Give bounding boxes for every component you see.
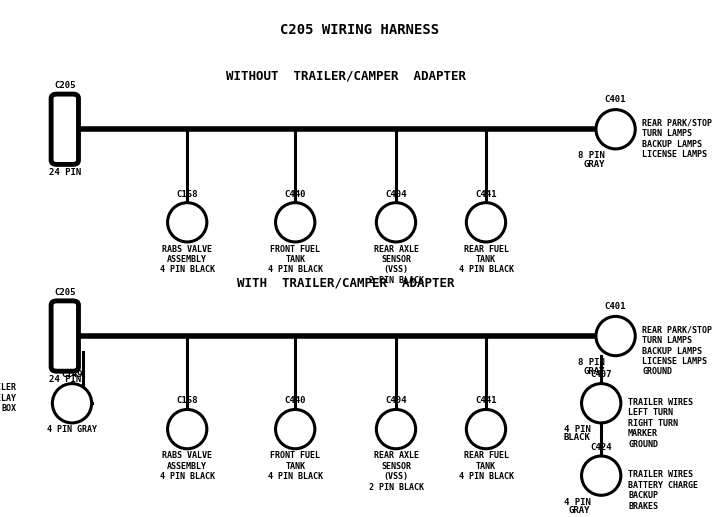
FancyBboxPatch shape (51, 301, 78, 371)
Text: WITH  TRAILER/CAMPER  ADAPTER: WITH TRAILER/CAMPER ADAPTER (237, 277, 454, 290)
Text: TRAILER
RELAY
BOX: TRAILER RELAY BOX (0, 383, 17, 413)
Text: FRONT FUEL
TANK
4 PIN BLACK: FRONT FUEL TANK 4 PIN BLACK (268, 451, 323, 481)
Text: C440: C440 (284, 397, 306, 405)
Ellipse shape (467, 203, 505, 242)
Text: FRONT FUEL
TANK
4 PIN BLACK: FRONT FUEL TANK 4 PIN BLACK (268, 245, 323, 275)
Ellipse shape (377, 409, 415, 449)
Text: 4 PIN: 4 PIN (564, 425, 590, 434)
Text: REAR PARK/STOP
TURN LAMPS
BACKUP LAMPS
LICENSE LAMPS
GROUND: REAR PARK/STOP TURN LAMPS BACKUP LAMPS L… (642, 326, 713, 376)
Text: C407: C407 (590, 371, 612, 379)
Text: 24 PIN: 24 PIN (49, 168, 81, 177)
Text: GRAY: GRAY (583, 160, 605, 169)
Ellipse shape (276, 203, 315, 242)
Text: GRAY: GRAY (569, 506, 590, 514)
Ellipse shape (168, 203, 207, 242)
Text: REAR PARK/STOP
TURN LAMPS
BACKUP LAMPS
LICENSE LAMPS: REAR PARK/STOP TURN LAMPS BACKUP LAMPS L… (642, 119, 713, 159)
Text: 4 PIN: 4 PIN (564, 498, 590, 507)
Text: C440: C440 (284, 190, 306, 199)
Ellipse shape (596, 316, 635, 356)
Ellipse shape (276, 409, 315, 449)
FancyBboxPatch shape (51, 94, 78, 164)
Text: GRAY: GRAY (583, 367, 605, 376)
Text: BLACK: BLACK (564, 433, 590, 442)
Text: C441: C441 (475, 397, 497, 405)
Text: 8 PIN: 8 PIN (578, 358, 605, 367)
Text: C441: C441 (475, 190, 497, 199)
Text: RABS VALVE
ASSEMBLY
4 PIN BLACK: RABS VALVE ASSEMBLY 4 PIN BLACK (160, 451, 215, 481)
Text: C401: C401 (605, 302, 626, 311)
Text: C205 WIRING HARNESS: C205 WIRING HARNESS (280, 23, 440, 37)
Text: REAR FUEL
TANK
4 PIN BLACK: REAR FUEL TANK 4 PIN BLACK (459, 451, 513, 481)
Ellipse shape (377, 203, 415, 242)
Ellipse shape (596, 110, 635, 149)
Text: RABS VALVE
ASSEMBLY
4 PIN BLACK: RABS VALVE ASSEMBLY 4 PIN BLACK (160, 245, 215, 275)
Text: C158: C158 (176, 190, 198, 199)
Text: C158: C158 (176, 397, 198, 405)
Text: C205: C205 (54, 82, 76, 90)
Text: 24 PIN: 24 PIN (49, 375, 81, 384)
Text: C404: C404 (385, 397, 407, 405)
Text: REAR AXLE
SENSOR
(VSS)
2 PIN BLACK: REAR AXLE SENSOR (VSS) 2 PIN BLACK (369, 451, 423, 492)
Text: C205: C205 (54, 288, 76, 297)
Text: TRAILER WIRES
LEFT TURN
RIGHT TURN
MARKER
GROUND: TRAILER WIRES LEFT TURN RIGHT TURN MARKE… (628, 398, 693, 449)
Text: TRAILER WIRES
BATTERY CHARGE
BACKUP
BRAKES: TRAILER WIRES BATTERY CHARGE BACKUP BRAK… (628, 470, 698, 511)
Text: 4 PIN GRAY: 4 PIN GRAY (47, 425, 97, 434)
Ellipse shape (53, 384, 91, 423)
Text: C401: C401 (605, 96, 626, 104)
Text: REAR FUEL
TANK
4 PIN BLACK: REAR FUEL TANK 4 PIN BLACK (459, 245, 513, 275)
Text: REAR AXLE
SENSOR
(VSS)
2 PIN BLACK: REAR AXLE SENSOR (VSS) 2 PIN BLACK (369, 245, 423, 285)
Ellipse shape (582, 384, 621, 423)
Ellipse shape (467, 409, 505, 449)
Text: C404: C404 (385, 190, 407, 199)
Ellipse shape (582, 456, 621, 495)
Text: WITHOUT  TRAILER/CAMPER  ADAPTER: WITHOUT TRAILER/CAMPER ADAPTER (225, 70, 466, 83)
Text: C424: C424 (590, 443, 612, 452)
Text: 8 PIN: 8 PIN (578, 151, 605, 160)
Ellipse shape (168, 409, 207, 449)
Text: C149: C149 (61, 371, 83, 379)
